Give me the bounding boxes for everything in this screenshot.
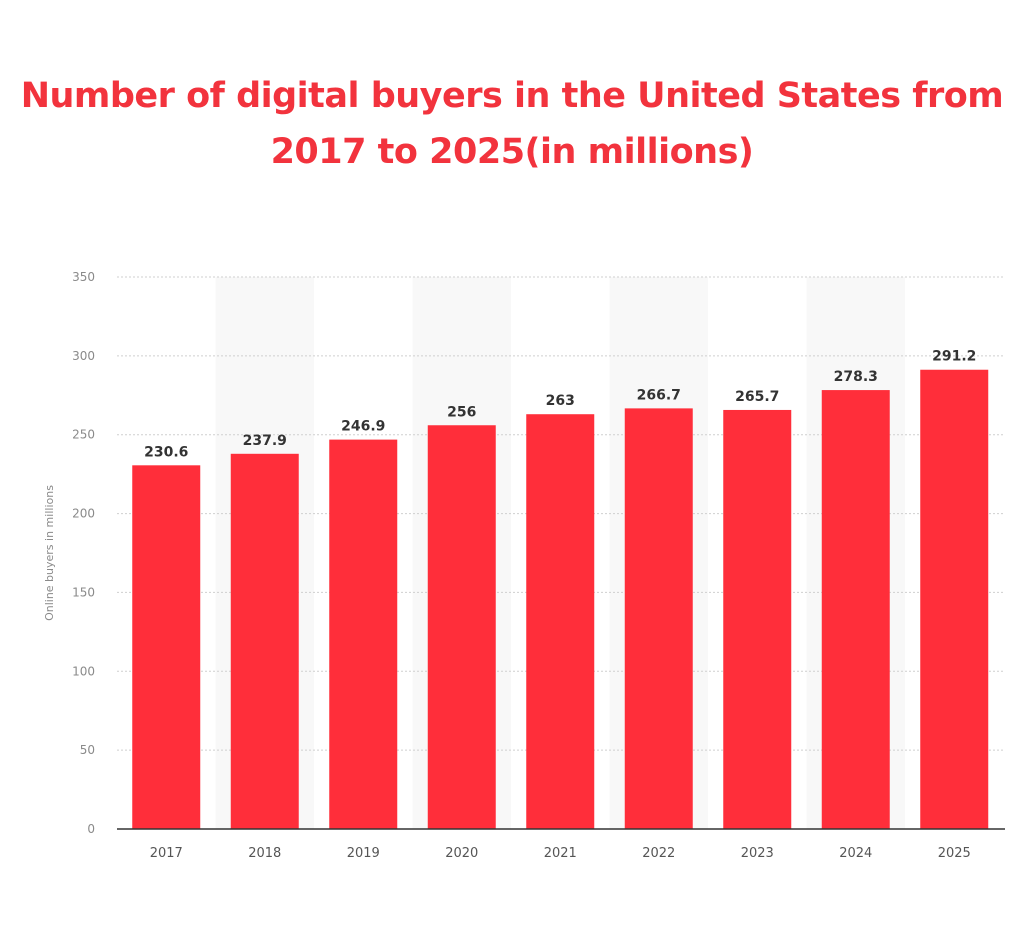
data-label: 291.2 bbox=[932, 349, 976, 365]
x-tick-label: 2019 bbox=[347, 846, 380, 861]
chart-title-line-2: 2017 to 2025(in millions) bbox=[270, 132, 754, 172]
bar-2017 bbox=[132, 465, 201, 829]
data-label: 237.9 bbox=[243, 433, 287, 449]
y-tick-label: 250 bbox=[72, 428, 95, 442]
x-tick-label: 2021 bbox=[544, 846, 577, 861]
bar-2018 bbox=[230, 453, 299, 829]
bar-2022 bbox=[624, 408, 693, 829]
x-tick-label: 2017 bbox=[150, 846, 183, 861]
chart-title: Number of digital buyers in the United S… bbox=[0, 68, 1024, 180]
data-label: 256 bbox=[447, 404, 476, 420]
bar-2021 bbox=[526, 414, 595, 829]
data-label: 230.6 bbox=[144, 444, 188, 460]
y-tick-label: 200 bbox=[72, 507, 95, 521]
bar-2019 bbox=[329, 439, 398, 829]
y-tick-label: 100 bbox=[72, 664, 95, 678]
data-label: 246.9 bbox=[341, 419, 385, 435]
bar-2024 bbox=[821, 390, 890, 829]
y-tick-label: 50 bbox=[80, 743, 95, 757]
data-label: 266.7 bbox=[637, 387, 681, 403]
x-tick-label: 2018 bbox=[248, 846, 281, 861]
bar-2025 bbox=[920, 369, 989, 829]
y-tick-label: 350 bbox=[72, 270, 95, 284]
data-label: 265.7 bbox=[735, 389, 779, 405]
y-tick-label: 150 bbox=[72, 585, 95, 599]
x-tick-label: 2025 bbox=[938, 846, 971, 861]
bar-2020 bbox=[427, 425, 496, 829]
y-axis-label: Online buyers in millions bbox=[43, 485, 56, 621]
data-label: 263 bbox=[546, 393, 575, 409]
x-tick-label: 2022 bbox=[642, 846, 675, 861]
bar-2023 bbox=[723, 409, 792, 829]
x-tick-label: 2024 bbox=[839, 846, 872, 861]
chart-title-line-1: Number of digital buyers in the United S… bbox=[20, 76, 1004, 116]
x-tick-label: 2023 bbox=[741, 846, 774, 861]
y-tick-label: 300 bbox=[72, 349, 95, 363]
y-tick-label: 0 bbox=[87, 822, 95, 836]
x-tick-label: 2020 bbox=[445, 846, 478, 861]
data-label: 278.3 bbox=[834, 369, 878, 385]
